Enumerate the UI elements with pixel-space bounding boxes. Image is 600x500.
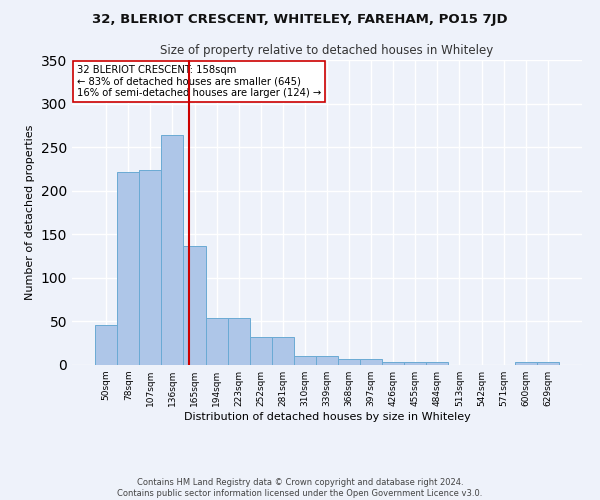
Bar: [537, 362, 559, 365]
Bar: [184, 246, 206, 365]
Bar: [161, 135, 184, 365]
Bar: [117, 172, 139, 365]
Bar: [316, 356, 338, 365]
Bar: [294, 356, 316, 365]
Bar: [227, 318, 250, 365]
Bar: [338, 359, 360, 365]
Bar: [272, 337, 294, 365]
Text: 32 BLERIOT CRESCENT: 158sqm
← 83% of detached houses are smaller (645)
16% of se: 32 BLERIOT CRESCENT: 158sqm ← 83% of det…: [77, 64, 322, 98]
Bar: [404, 362, 427, 365]
Bar: [427, 362, 448, 365]
Bar: [139, 170, 161, 365]
X-axis label: Distribution of detached houses by size in Whiteley: Distribution of detached houses by size …: [184, 412, 470, 422]
Title: Size of property relative to detached houses in Whiteley: Size of property relative to detached ho…: [160, 44, 494, 58]
Bar: [515, 362, 537, 365]
Text: 32, BLERIOT CRESCENT, WHITELEY, FAREHAM, PO15 7JD: 32, BLERIOT CRESCENT, WHITELEY, FAREHAM,…: [92, 12, 508, 26]
Bar: [250, 337, 272, 365]
Bar: [360, 359, 382, 365]
Text: Contains HM Land Registry data © Crown copyright and database right 2024.
Contai: Contains HM Land Registry data © Crown c…: [118, 478, 482, 498]
Bar: [206, 318, 227, 365]
Bar: [95, 325, 117, 365]
Bar: [382, 362, 404, 365]
Y-axis label: Number of detached properties: Number of detached properties: [25, 125, 35, 300]
